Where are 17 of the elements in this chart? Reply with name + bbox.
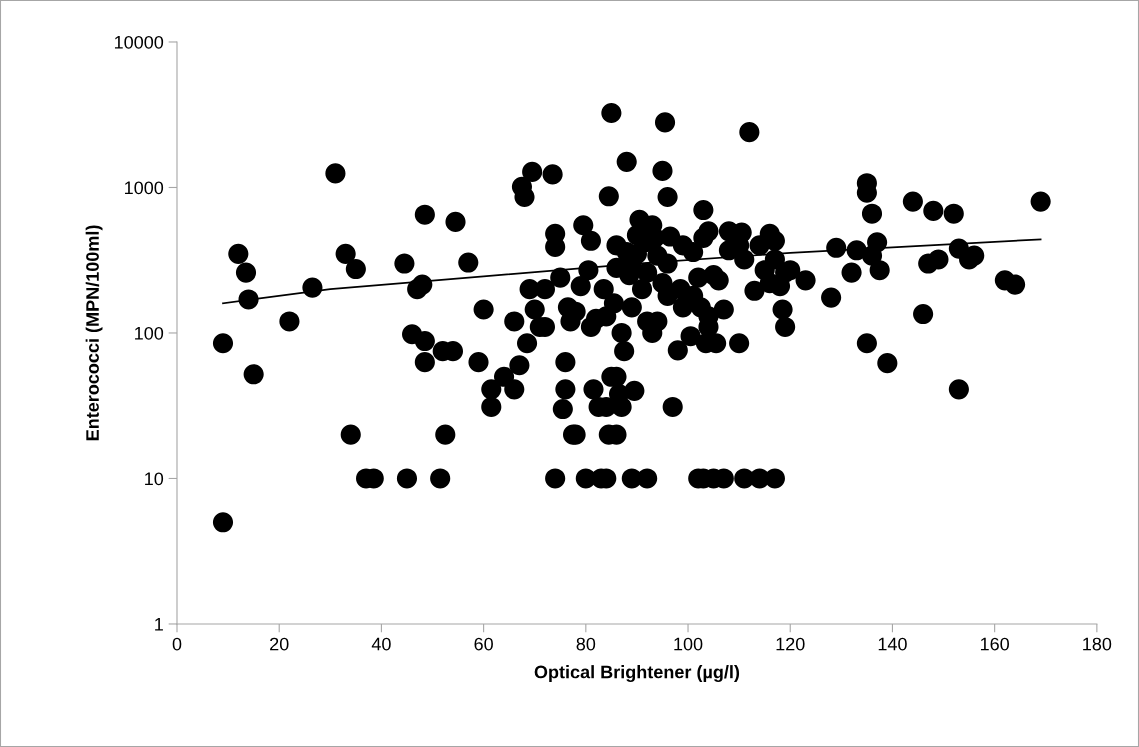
x-tick-label: 60 xyxy=(474,637,493,651)
y-axis-title: Enterococci (MPN/100ml) xyxy=(85,225,103,441)
x-tick-label: 160 xyxy=(980,637,1010,651)
x-tick-label: 0 xyxy=(172,637,182,651)
x-tick-label: 100 xyxy=(674,637,703,651)
x-tick-label: 40 xyxy=(371,637,391,651)
x-tick-label: 120 xyxy=(776,637,805,651)
x-axis-title: Optical Brightener (µg/l) xyxy=(534,665,740,683)
x-tick-label: 180 xyxy=(1083,637,1112,651)
y-tick-label: 1 xyxy=(155,618,163,631)
y-tick-label: 100 xyxy=(135,326,164,340)
y-tick-label: 1000 xyxy=(125,181,164,195)
y-tick-label: 10 xyxy=(145,472,164,486)
x-tick-label: 20 xyxy=(270,637,289,651)
y-tick-label: 10000 xyxy=(114,35,164,49)
x-tick-label: 80 xyxy=(576,637,596,651)
x-tick-label: 140 xyxy=(878,637,907,651)
